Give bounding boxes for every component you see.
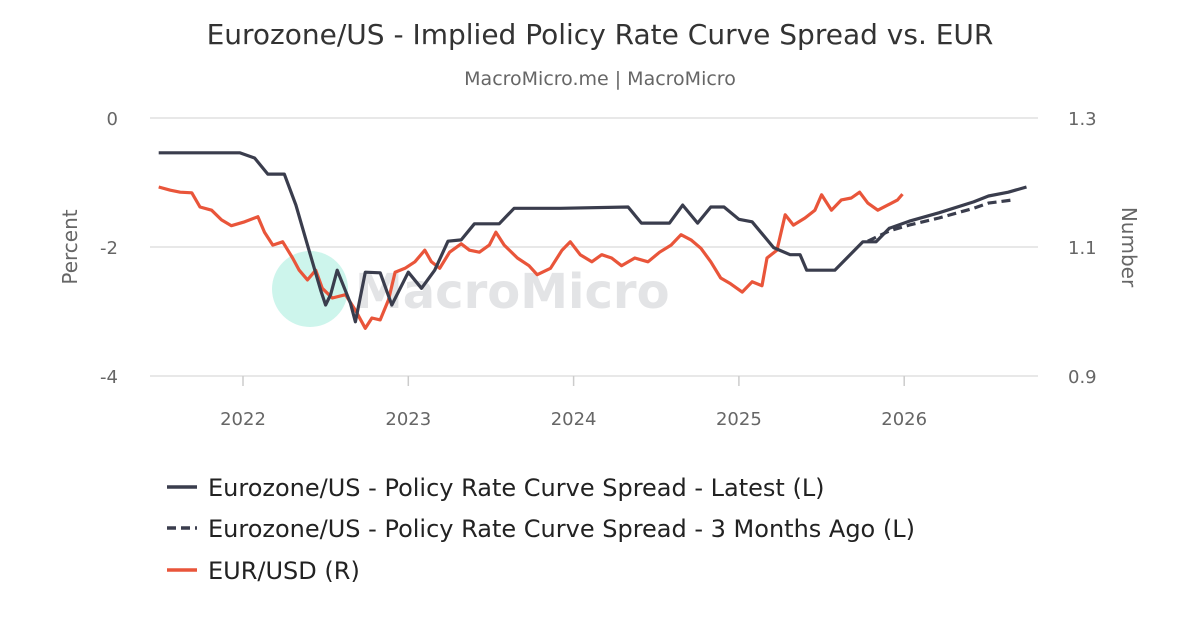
chart-subtitle: MacroMicro.me | MacroMicro: [464, 68, 736, 90]
x-tick-label: 2023: [385, 409, 431, 430]
right-tick-label: 1.3: [1068, 109, 1097, 130]
watermark-logo-icon: [272, 251, 348, 327]
right-tick-label: 0.9: [1068, 367, 1097, 388]
watermark-text: MacroMicro: [355, 264, 670, 320]
legend: Eurozone/US - Policy Rate Curve Spread -…: [167, 474, 915, 585]
series-lines: [158, 151, 1027, 330]
x-tick-label: 2024: [551, 409, 597, 430]
left-tick-label: -4: [100, 367, 118, 388]
legend-item-latest[interactable]: Eurozone/US - Policy Rate Curve Spread -…: [167, 474, 825, 502]
svg-text:Eurozone/US - Policy Rate Curv: Eurozone/US - Policy Rate Curve Spread -…: [208, 474, 825, 502]
x-tick-label: 2022: [220, 409, 266, 430]
right-axis-ticks: 1.3 1.1 0.9: [1068, 109, 1097, 388]
gridlines: [150, 117, 1038, 377]
left-tick-label: 0: [107, 109, 118, 130]
series-line-latest: [158, 151, 1027, 324]
series-line-3-months-ago: [867, 198, 1014, 243]
left-axis-label: Percent: [58, 209, 82, 284]
svg-text:EUR/USD (R): EUR/USD (R): [208, 557, 360, 585]
svg-text:Eurozone/US - Policy Rate Curv: Eurozone/US - Policy Rate Curve Spread -…: [208, 515, 915, 543]
right-axis-label: Number: [1117, 207, 1141, 288]
legend-item-3-months-ago[interactable]: Eurozone/US - Policy Rate Curve Spread -…: [167, 515, 915, 543]
x-tick-label: 2026: [881, 409, 927, 430]
series-line-eurusd: [158, 185, 904, 330]
right-tick-label: 1.1: [1068, 238, 1097, 259]
left-axis-ticks: 0 -2 -4: [100, 109, 118, 388]
chart-title: Eurozone/US - Implied Policy Rate Curve …: [207, 18, 994, 51]
left-tick-label: -2: [100, 238, 118, 259]
x-axis-ticks: 2022 2023 2024 2025 2026: [220, 376, 927, 430]
legend-item-eurusd[interactable]: EUR/USD (R): [167, 557, 360, 585]
x-tick-label: 2025: [716, 409, 762, 430]
